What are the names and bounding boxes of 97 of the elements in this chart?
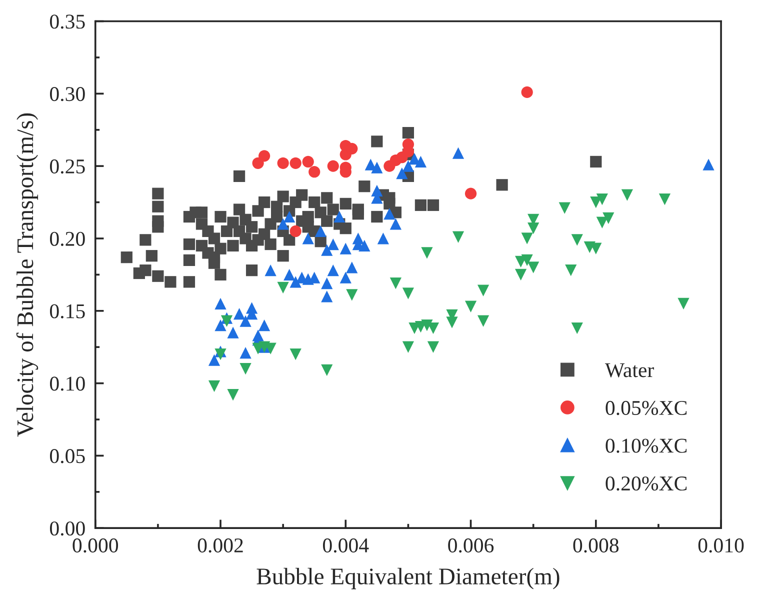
point	[658, 194, 671, 206]
legend-label: 0.05%XC	[606, 400, 687, 416]
y-tick-label: 0.05	[50, 449, 85, 464]
point	[302, 232, 314, 244]
y-tick-label: 0.10	[50, 376, 85, 391]
point	[308, 166, 320, 178]
point	[621, 189, 633, 201]
y-tick-label: 0.35	[50, 14, 85, 29]
point	[452, 147, 464, 159]
point	[477, 315, 490, 327]
point	[327, 238, 339, 250]
y-tick-label: 0.00	[50, 521, 85, 536]
point	[258, 320, 270, 332]
point	[240, 347, 252, 359]
point	[240, 362, 252, 375]
point	[264, 264, 276, 276]
point	[290, 348, 302, 360]
point	[284, 210, 296, 223]
x-tick-label: 0.004	[322, 538, 369, 553]
point	[314, 225, 326, 238]
point	[277, 157, 289, 169]
x-tick-label: 0.010	[698, 538, 744, 553]
point	[334, 210, 346, 223]
x-tick-label: 0.008	[573, 538, 619, 553]
point	[208, 354, 220, 366]
point	[327, 160, 339, 172]
point	[678, 298, 690, 310]
point	[220, 315, 233, 327]
point	[340, 242, 352, 254]
point	[402, 288, 414, 300]
point	[377, 232, 389, 244]
x-axis-title: Bubble Equivalent Diameter(m)	[256, 568, 560, 590]
point	[358, 240, 370, 252]
point	[477, 284, 490, 296]
point	[208, 380, 220, 392]
point	[390, 278, 402, 290]
point	[528, 222, 540, 234]
y-tick-label: 0.25	[50, 159, 85, 174]
point	[414, 156, 427, 168]
point	[258, 150, 270, 162]
point	[277, 218, 289, 230]
point	[321, 244, 333, 256]
point	[565, 264, 577, 276]
point	[214, 298, 226, 310]
point	[427, 341, 440, 353]
point	[214, 320, 226, 332]
point	[402, 160, 414, 172]
x-tick-label: 0.000	[72, 538, 118, 553]
y-tick-label: 0.30	[50, 87, 85, 102]
point	[464, 300, 477, 312]
point	[452, 231, 464, 243]
point	[421, 247, 433, 259]
point	[290, 276, 302, 288]
point	[284, 268, 296, 280]
point	[227, 326, 239, 338]
point	[214, 348, 226, 360]
legend-label: 0.10%XC	[606, 438, 687, 453]
point	[277, 282, 289, 294]
point	[521, 232, 533, 244]
point	[390, 218, 402, 230]
point	[521, 254, 533, 266]
point	[252, 330, 264, 342]
point	[515, 268, 527, 280]
point	[371, 162, 383, 174]
point	[227, 389, 239, 401]
y-axis-title: Velocity of Bubble Transport(m/s)	[16, 113, 38, 437]
point	[571, 322, 583, 334]
point	[321, 364, 333, 376]
point	[464, 188, 477, 200]
x-tick-label: 0.006	[448, 538, 494, 553]
point	[558, 202, 570, 214]
point	[290, 157, 302, 169]
point	[396, 167, 408, 180]
point	[340, 272, 352, 284]
point	[302, 156, 314, 168]
y-tick-label: 0.15	[50, 304, 85, 318]
point	[240, 315, 252, 327]
point	[321, 278, 333, 290]
point	[327, 264, 339, 276]
point	[290, 225, 302, 238]
point	[321, 290, 333, 302]
point	[528, 262, 540, 274]
point	[233, 308, 246, 320]
y-tick-label: 0.20	[50, 232, 85, 246]
point	[346, 289, 358, 301]
point	[346, 262, 358, 274]
point	[596, 216, 608, 228]
point	[384, 208, 396, 220]
legend-label: 0.20%XC	[606, 476, 687, 491]
x-tick-label: 0.002	[198, 538, 243, 553]
point	[702, 158, 714, 170]
point	[602, 212, 614, 224]
point	[402, 341, 414, 353]
legend-label: Water	[604, 363, 654, 378]
point	[596, 194, 608, 206]
point	[571, 234, 583, 246]
point	[521, 86, 533, 98]
